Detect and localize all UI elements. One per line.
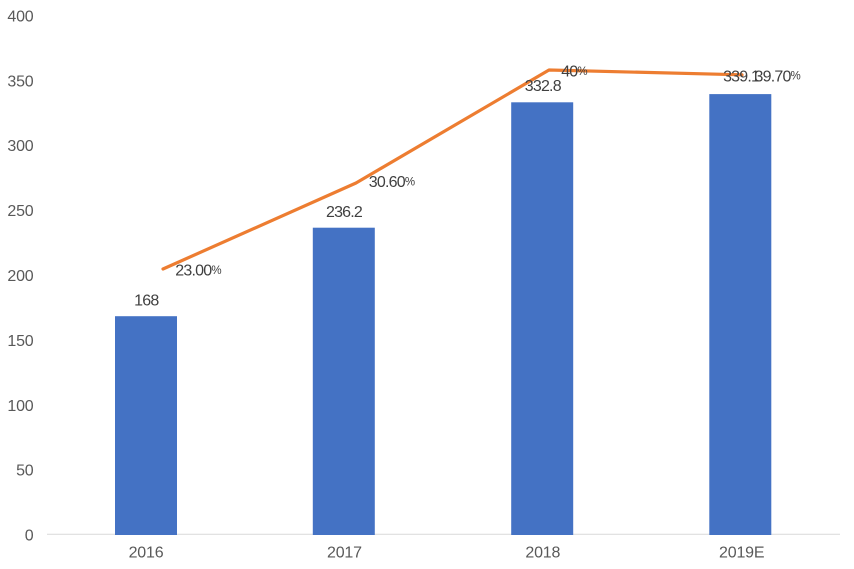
svg-text:200: 200 (7, 268, 33, 285)
svg-text:2019E: 2019E (719, 545, 764, 562)
svg-text:150: 150 (7, 333, 33, 350)
svg-text:168: 168 (134, 293, 159, 310)
svg-text:0: 0 (25, 528, 34, 545)
svg-text:339.1: 339.1 (723, 69, 760, 86)
svg-text:23.00%: 23.00% (175, 263, 221, 280)
svg-text:50: 50 (16, 463, 34, 480)
svg-text:2018: 2018 (525, 545, 560, 562)
svg-text:400: 400 (7, 8, 33, 25)
svg-text:350: 350 (7, 73, 33, 90)
svg-text:2016: 2016 (129, 545, 164, 562)
svg-text:250: 250 (7, 203, 33, 220)
svg-text:236.2: 236.2 (326, 204, 363, 221)
svg-text:30.60%: 30.60% (369, 174, 415, 191)
svg-text:300: 300 (7, 138, 33, 155)
svg-text:39.70%: 39.70% (755, 68, 801, 85)
svg-text:100: 100 (7, 398, 33, 415)
svg-text:332.8: 332.8 (525, 78, 562, 95)
svg-text:40%: 40% (561, 64, 587, 81)
svg-text:2017: 2017 (327, 545, 362, 562)
